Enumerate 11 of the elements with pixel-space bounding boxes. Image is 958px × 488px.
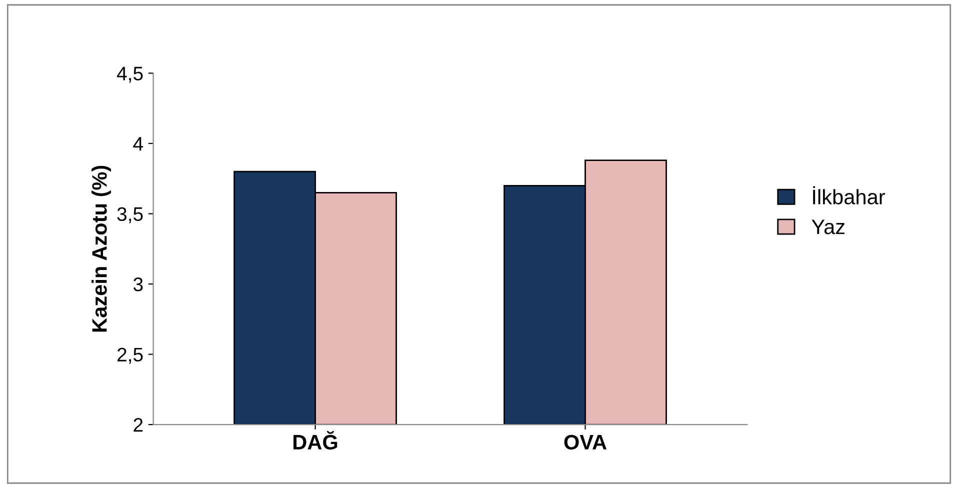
y-tick-label: 3 — [133, 277, 143, 292]
x-tick-label: DAĞ — [294, 430, 338, 450]
y-axis-title: Kazein Azotu (%) — [92, 166, 111, 332]
y-tick-label: 2,5 — [118, 348, 143, 364]
y-tick-label: 4,5 — [116, 66, 143, 83]
legend-label: Yaz — [812, 220, 845, 234]
y-tick-label: 3,5 — [117, 207, 143, 224]
legend-label: İlkbahar — [813, 186, 885, 204]
y-tick-label: 4 — [133, 137, 143, 151]
x-tick-label: OVA — [564, 434, 607, 450]
y-tick-label: 2 — [134, 418, 143, 432]
